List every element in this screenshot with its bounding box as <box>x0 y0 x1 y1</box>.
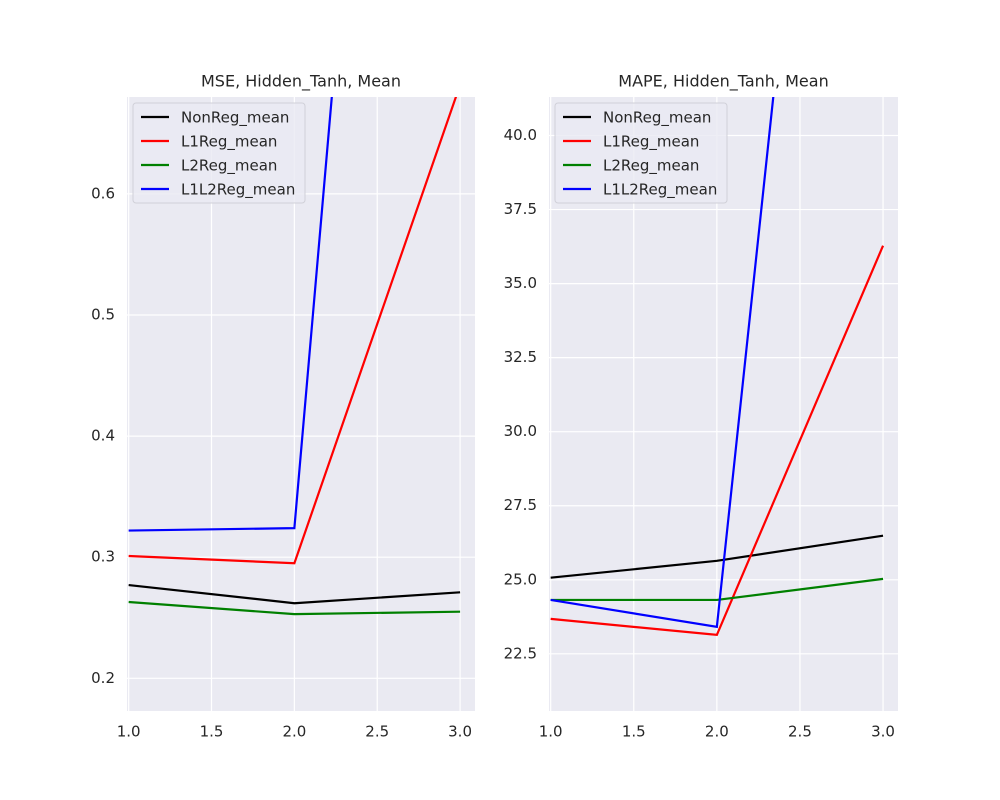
x-tick-label: 1.5 <box>622 723 646 741</box>
y-tick-label: 27.5 <box>504 496 537 514</box>
series-line <box>550 97 775 629</box>
x-tick-label: 2.0 <box>282 723 306 741</box>
legend-label: L1L2Reg_mean <box>181 181 295 200</box>
x-tick-label: 2.5 <box>365 723 389 741</box>
series-line <box>128 97 333 532</box>
x-tick-label: 1.5 <box>200 723 224 741</box>
y-tick-label: 40.0 <box>504 126 537 144</box>
y-tick-label: 37.5 <box>504 200 537 218</box>
y-tick-label: 0.5 <box>91 305 115 323</box>
series-line <box>128 97 458 565</box>
y-tick-label: 25.0 <box>504 570 537 588</box>
series-line <box>550 534 884 579</box>
series-line <box>550 577 884 602</box>
y-tick-label: 22.5 <box>504 644 537 662</box>
y-tick-label: 0.4 <box>91 427 115 445</box>
legend: NonReg_mean L1Reg_mean L2Reg_mean L1L2Reg_m… <box>554 102 728 204</box>
y-tick-label: 35.0 <box>504 274 537 292</box>
legend-label: L2Reg_mean <box>603 157 699 176</box>
x-tick-label: 3.0 <box>448 723 472 741</box>
y-tick-label: 0.6 <box>91 184 115 202</box>
legend-label: L1Reg_mean <box>181 133 277 152</box>
legend-label: NonReg_mean <box>181 109 289 128</box>
series-line <box>128 600 461 616</box>
legend-label: L2Reg_mean <box>181 157 277 176</box>
x-tick-label: 1.0 <box>117 723 141 741</box>
x-tick-label: 1.0 <box>539 723 563 741</box>
legend-box <box>132 102 306 204</box>
subplot: 1.0 1.5 2.0 2.5 3.0 0.2 0.3 0.4 0.5 0.6 MSE, Hidde… <box>91 72 475 741</box>
y-tick-label: 0.3 <box>91 548 115 566</box>
x-tick-label: 3.0 <box>871 723 895 741</box>
x-tick-label: 2.5 <box>788 723 812 741</box>
chart-title: MAPE, Hidden_Tanh, Mean <box>618 72 828 92</box>
y-tick-label: 0.2 <box>91 669 115 687</box>
subplot: 1.0 1.5 2.0 2.5 3.0 22.5 25.0 27.5 30.0 32.5 35.0 3… <box>504 72 898 741</box>
legend-label: L1Reg_mean <box>603 133 699 152</box>
legend-box <box>554 102 728 204</box>
chart-title: MSE, Hidden_Tanh, Mean <box>201 72 401 92</box>
x-tick-label: 2.0 <box>705 723 729 741</box>
legend-label: NonReg_mean <box>603 109 711 128</box>
series-line <box>128 583 461 605</box>
series-line <box>550 245 885 637</box>
y-tick-label: 32.5 <box>504 348 537 366</box>
legend-label: L1L2Reg_mean <box>603 181 717 200</box>
legend: NonReg_mean L1Reg_mean L2Reg_mean L1L2Reg_m… <box>132 102 306 204</box>
y-tick-label: 30.0 <box>504 422 537 440</box>
